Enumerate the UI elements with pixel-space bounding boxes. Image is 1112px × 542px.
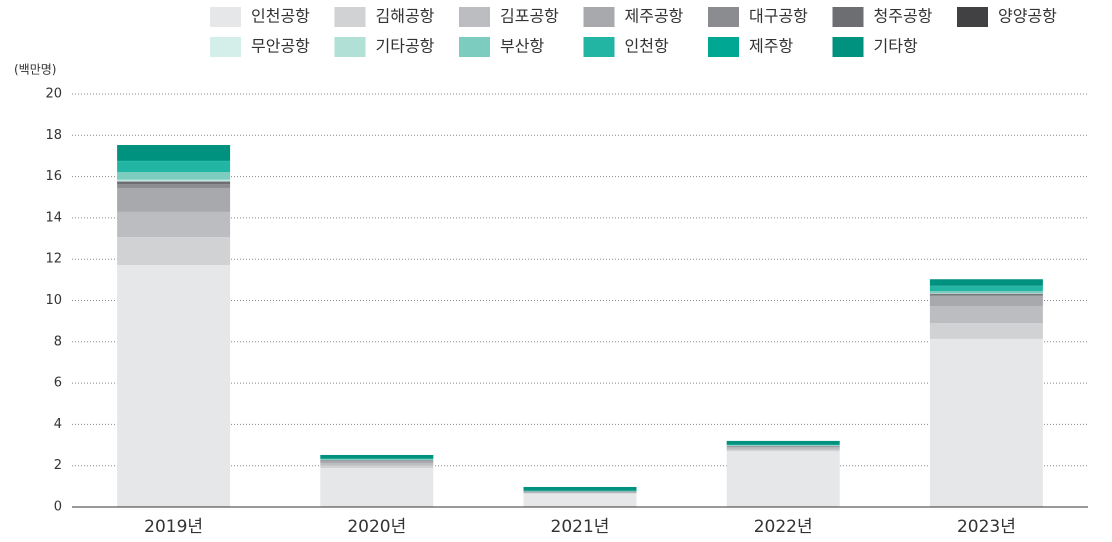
y-tick-label: 12 bbox=[45, 252, 62, 267]
bar-segment bbox=[523, 491, 637, 493]
bar-segment bbox=[117, 237, 231, 265]
bar-segment bbox=[929, 293, 1043, 295]
bar-segment bbox=[117, 161, 231, 173]
x-tick-label: 2023년 bbox=[957, 517, 1016, 537]
bar-segment bbox=[523, 493, 637, 507]
y-tick-label: 2 bbox=[54, 458, 62, 473]
legend-label: 대구공항 bbox=[749, 7, 808, 26]
bar-segment bbox=[117, 187, 231, 212]
legend-swatch bbox=[957, 7, 988, 27]
y-tick-label: 6 bbox=[54, 376, 62, 391]
legend-swatch bbox=[459, 37, 490, 57]
bar-segment bbox=[726, 451, 840, 507]
bar-segment bbox=[929, 306, 1043, 324]
x-tick-label: 2019년 bbox=[144, 517, 203, 537]
legend-swatch bbox=[583, 7, 615, 27]
bar-segment bbox=[320, 458, 434, 460]
bar-segment bbox=[929, 295, 1043, 307]
bar-segment bbox=[117, 264, 231, 507]
bar-segment bbox=[929, 286, 1043, 292]
bar-segment bbox=[726, 449, 840, 452]
legend-label: 김포공항 bbox=[500, 7, 559, 26]
y-tick-label: 8 bbox=[54, 334, 62, 349]
legend-label: 부산항 bbox=[500, 37, 544, 56]
legend-swatch bbox=[334, 7, 366, 27]
legend-swatch bbox=[832, 37, 864, 57]
y-tick-label: 20 bbox=[45, 87, 62, 102]
bar-segment bbox=[117, 179, 231, 181]
legend-swatch bbox=[210, 7, 241, 27]
x-tick-label: 2021년 bbox=[551, 517, 610, 537]
bar-segment bbox=[320, 467, 434, 507]
bar-segment bbox=[726, 447, 840, 450]
x-tick-label: 2020년 bbox=[347, 517, 406, 537]
bar-segment bbox=[929, 338, 1043, 507]
bar-segment bbox=[523, 486, 637, 491]
legend-label: 김해공항 bbox=[376, 7, 435, 26]
y-tick-label: 4 bbox=[54, 417, 62, 432]
bar-segment bbox=[929, 294, 1043, 296]
legend-label: 인천공항 bbox=[251, 7, 310, 26]
legend-label: 기타항 bbox=[874, 37, 918, 56]
y-tick-label: 0 bbox=[54, 500, 62, 515]
legend-swatch bbox=[708, 37, 739, 57]
legend-label: 무안공항 bbox=[251, 37, 310, 56]
bar-segment bbox=[320, 459, 434, 460]
bar-segment bbox=[929, 291, 1043, 294]
y-tick-label: 18 bbox=[45, 128, 62, 143]
bar-segment bbox=[117, 172, 231, 180]
y-tick-label: 10 bbox=[45, 293, 62, 308]
bar-segment bbox=[320, 460, 434, 464]
bar-segment bbox=[117, 184, 231, 188]
legend-label: 제주공항 bbox=[625, 7, 684, 26]
bar-segment bbox=[117, 145, 231, 161]
bar-segment bbox=[726, 440, 840, 445]
bar-segment bbox=[523, 492, 637, 494]
legend-swatch bbox=[832, 7, 864, 27]
legend-swatch bbox=[334, 37, 366, 57]
y-tick-label: 16 bbox=[45, 169, 62, 184]
legend-label: 제주항 bbox=[749, 37, 793, 56]
legend-swatch bbox=[583, 37, 615, 57]
x-tick-label: 2022년 bbox=[754, 517, 813, 537]
bar-segment bbox=[117, 211, 231, 238]
bar-segment bbox=[320, 465, 434, 468]
legend-swatch bbox=[459, 7, 490, 27]
legend-label: 인천항 bbox=[625, 37, 669, 56]
bar-segment bbox=[117, 180, 231, 182]
bar-segment bbox=[726, 446, 840, 448]
bar-segment bbox=[929, 279, 1043, 286]
bar-segment bbox=[117, 160, 231, 162]
legend-swatch bbox=[210, 37, 241, 57]
legend-swatch bbox=[708, 7, 739, 27]
legend-label: 기타공항 bbox=[376, 37, 435, 56]
legend-label: 양양공항 bbox=[998, 7, 1057, 26]
bar-segment bbox=[320, 463, 434, 466]
bar-segment bbox=[117, 181, 231, 185]
legend-label: 청주공항 bbox=[874, 7, 933, 26]
y-tick-label: 14 bbox=[45, 210, 62, 225]
bar-segment bbox=[929, 323, 1043, 339]
y-axis-unit: (백만명) bbox=[14, 63, 56, 77]
bar-segment bbox=[320, 454, 434, 459]
